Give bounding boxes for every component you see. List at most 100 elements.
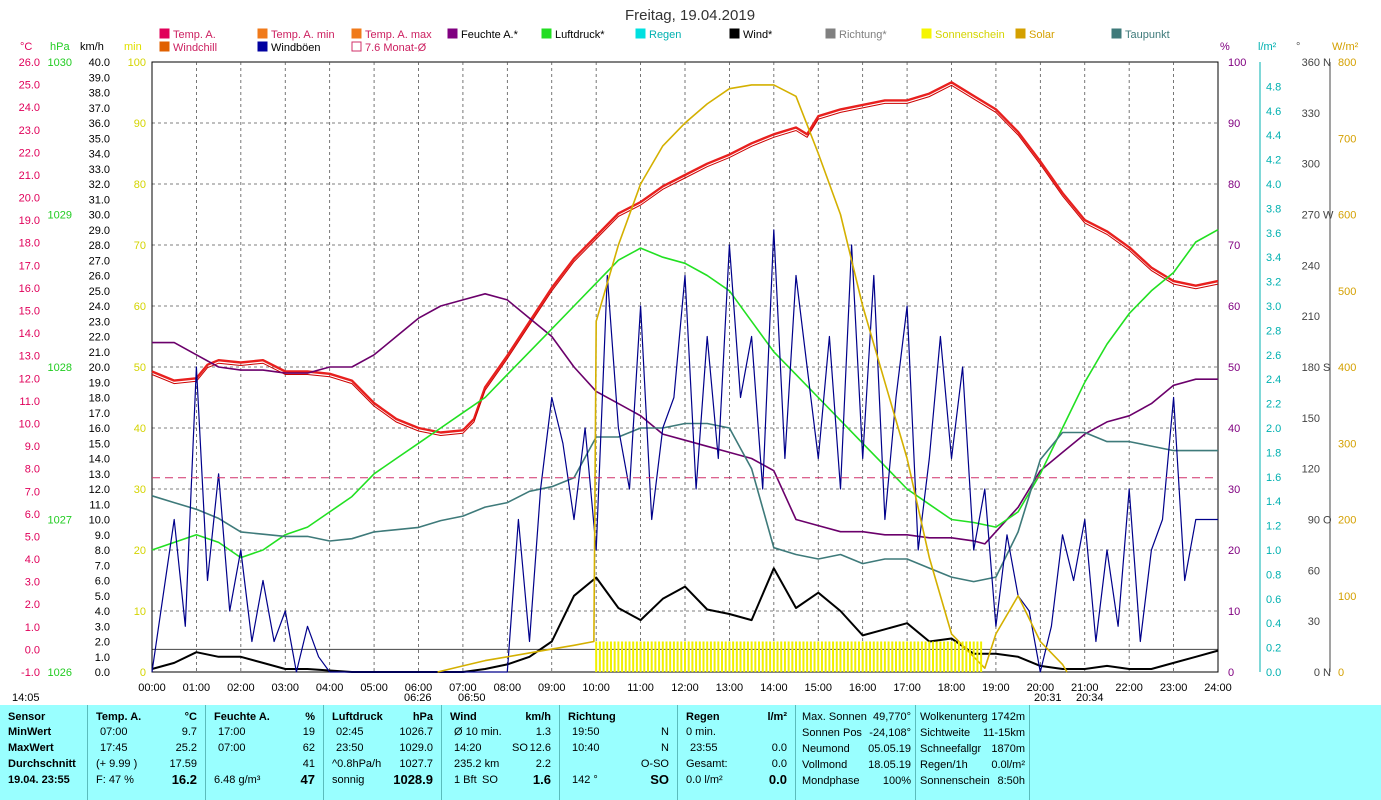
y-tick-label-wind_kmh: 0.0	[95, 667, 110, 679]
y-tick-label-temp_c: 25.0	[19, 80, 40, 92]
y-tick-label-direction_deg: 300	[1302, 159, 1320, 171]
y-tick-label-direction_deg: 210	[1302, 311, 1320, 323]
y-tick-label-temp_c: 3.0	[25, 577, 40, 589]
y-tick-label-direction_deg: 60	[1308, 565, 1320, 577]
y-tick-label-rain_lm2: 3.2	[1266, 277, 1281, 289]
x-tick-label: 13:00	[716, 682, 744, 694]
y-tick-label-solar_wm2: 300	[1338, 438, 1356, 450]
y-tick-label-sunshine_min: 10	[134, 606, 146, 618]
wind-bft: 1 Bft	[454, 774, 477, 786]
weather-chart: Freitag, 19.04.2019 Temp. A. Temp. A. min…	[12, 7, 1359, 704]
y-tick-label-temp_c: 4.0	[25, 554, 40, 566]
legend-swatch	[159, 41, 170, 52]
x-tick-label: 12:00	[671, 682, 699, 694]
temp-max-time: 17:45	[100, 742, 128, 754]
compass-label: S	[1323, 362, 1330, 374]
x-tick-label: 07:00	[449, 682, 477, 694]
humidity-max-value: 62	[302, 742, 315, 754]
legend-swatch	[257, 41, 268, 52]
stats-pressure-section: Luftdruck hPa 02:45 1026.7 23:50 1029.0 …	[324, 705, 442, 800]
y-tick-label-temp_c: -1.0	[21, 667, 40, 679]
rain-current-note: 0.0 l/m²	[686, 774, 723, 786]
legend-label: Temp. A. max	[365, 29, 432, 41]
y-tick-label-rain_lm2: 0.2	[1266, 643, 1281, 655]
y-tick-label-temp_c: 13.0	[19, 351, 40, 363]
y-tick-label-humidity_pct: 70	[1228, 240, 1240, 252]
pressure-unit: hPa	[412, 711, 433, 723]
y-tick-label-sunshine_min: 0	[140, 667, 146, 679]
legend-swatch	[1015, 28, 1026, 39]
y-tick-label-solar_wm2: 400	[1338, 362, 1356, 374]
rain-max-time: 23:55	[690, 742, 718, 754]
misc-row-value: 11-15km	[983, 727, 1025, 739]
sensor-row-current: 19.04. 23:55	[8, 774, 70, 786]
wind-avg-value: 2.2	[535, 758, 551, 770]
legend-item: Temp. A. max	[351, 28, 432, 41]
sensor-row-min: MinWert	[8, 726, 52, 738]
stats-rain-section: Regen l/m² 0 min. 23:55 0.0 Gesamt: 0.0 …	[678, 705, 796, 800]
temp-min-time: 07:00	[100, 726, 128, 738]
y-tick-label-wind_kmh: 20.0	[89, 362, 110, 374]
y-tick-label-temp_c: 0.0	[25, 644, 40, 656]
misc-row-label: Schneefallgr	[920, 743, 982, 755]
y-tick-label-humidity_pct: 40	[1228, 423, 1240, 435]
series-windb-en	[151, 229, 1218, 673]
y-tick-label-wind_kmh: 24.0	[89, 301, 110, 313]
series-taupunkt	[151, 422, 1218, 583]
x-tick-label: 24:00	[1204, 682, 1232, 694]
temp-max-value: 25.2	[175, 742, 197, 754]
x-tick-label: 00:00	[138, 682, 166, 694]
stats-temp-section: Temp. A. °C 07:00 9.7 17:45 25.2 (+ 9.99…	[88, 705, 206, 800]
legend-item: Solar	[1015, 28, 1055, 41]
direction-max-time: 10:40	[572, 742, 600, 754]
x-tick-label: 09:00	[538, 682, 566, 694]
y-tick-label-sunshine_min: 40	[134, 423, 146, 435]
misc-row-label: Sonnenschein	[920, 775, 990, 787]
misc-row-value: 1870m	[991, 743, 1025, 755]
direction-max-value: N	[661, 742, 669, 754]
wind-max-dir: SO	[512, 742, 528, 754]
sun-row-label: Mondphase	[802, 775, 860, 787]
legend-swatch	[1111, 28, 1122, 39]
rain-header: Regen	[686, 711, 720, 723]
rain-max-value: 0.0	[771, 742, 787, 754]
sunset-time: 20:31	[1034, 692, 1062, 704]
legend-label: Feuchte A.*	[461, 29, 519, 41]
y-tick-label-rain_lm2: 4.8	[1266, 81, 1281, 93]
y-tick-label-sunshine_min: 30	[134, 484, 146, 496]
y-tick-label-temp_c: 11.0	[19, 396, 40, 408]
y-tick-label-wind_kmh: 26.0	[89, 271, 110, 283]
legend-label: 7.6 Monat-Ø	[365, 42, 427, 54]
direction-min-value: N	[661, 726, 669, 738]
temp-min-value: 9.7	[181, 726, 197, 738]
series-temp-a	[151, 81, 1219, 434]
y-tick-label-wind_kmh: 6.0	[95, 576, 110, 588]
y-tick-label-direction_deg: 330	[1302, 108, 1320, 120]
misc-row-value: 0.0l/m²	[991, 759, 1025, 771]
stats-wind-section: Wind km/h Ø 10 min. 1.3 14:20 SO 12.6 23…	[442, 705, 560, 800]
unit-direction: °	[1296, 41, 1300, 53]
y-tick-label-solar_wm2: 0	[1338, 667, 1344, 679]
sun-row-value: 49,770°	[872, 711, 911, 723]
y-tick-label-temp_c: 1.0	[25, 622, 40, 634]
sun-row-label: Max. Sonnen	[802, 711, 867, 723]
y-tick-label-rain_lm2: 2.0	[1266, 423, 1281, 435]
y-tick-label-rain_lm2: 4.6	[1266, 106, 1281, 118]
y-tick-label-temp_c: 16.0	[19, 283, 40, 295]
legend-label: Luftdruck*	[555, 29, 605, 41]
series-wind	[151, 567, 1219, 673]
wind-header: Wind	[450, 711, 477, 723]
y-tick-label-rain_lm2: 1.6	[1266, 472, 1281, 484]
x-tick-label: 15:00	[804, 682, 832, 694]
y-tick-label-wind_kmh: 39.0	[89, 72, 110, 84]
y-tick-label-rain_lm2: 4.4	[1266, 130, 1281, 142]
y-tick-label-solar_wm2: 600	[1338, 210, 1356, 222]
sun-row-value: -24,108°	[869, 727, 911, 739]
y-tick-label-sunshine_min: 60	[134, 301, 146, 313]
wind-avg10-label: Ø 10 min.	[454, 726, 502, 738]
axes: 00:00 01:00 02:00 03:00 04:00 05:00 06:00 07:00…	[19, 57, 1357, 694]
direction-degrees: 142 °	[572, 774, 598, 786]
y-tick-label-sunshine_min: 90	[134, 118, 146, 130]
y-tick-label-solar_wm2: 700	[1338, 133, 1356, 145]
legend-label: Wind*	[743, 29, 773, 41]
